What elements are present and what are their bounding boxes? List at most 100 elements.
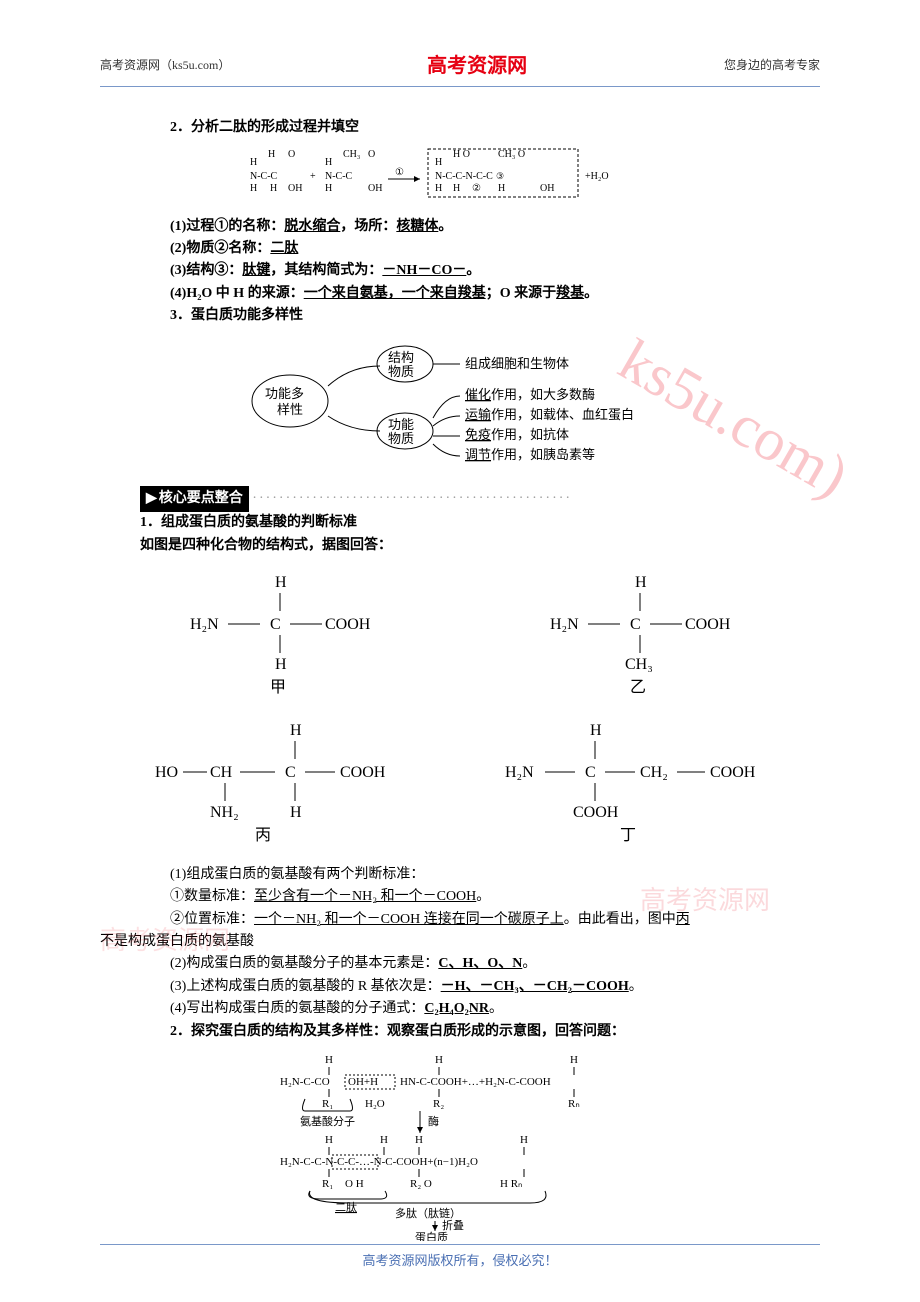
q2-ans1: 二肽 bbox=[270, 241, 298, 256]
core-section-header: 核心要点整合 ·································… bbox=[140, 486, 820, 512]
svg-text:N-C-C-N-C-C: N-C-C-N-C-C bbox=[435, 171, 493, 182]
p1b-mid: 。由此看出，图中 bbox=[564, 912, 676, 927]
q4-ans1: 一个来自氨基，一个来自羧基 bbox=[304, 286, 486, 301]
svg-text:H: H bbox=[415, 1134, 423, 1146]
svg-text:H: H bbox=[498, 183, 505, 194]
core-intro: 如图是四种化合物的结构式，据图回答： bbox=[140, 535, 820, 557]
svg-text:H₂N-C-C-N-C-C-…-N-C-COOH+(n−1): H₂N-C-C-N-C-C-…-N-C-COOH+(n−1)H₂O bbox=[280, 1156, 478, 1168]
svg-text:CH₃: CH₃ bbox=[343, 149, 360, 160]
svg-text:COOH: COOH bbox=[685, 616, 731, 633]
sec2-q3: (3)结构③：肽键，其结构简式为：－NH－CO－。 bbox=[170, 260, 820, 282]
header-center-brand: 高考资源网 bbox=[427, 50, 527, 82]
svg-text:CH: CH bbox=[210, 764, 233, 781]
q1-ans1: 脱水缩合 bbox=[284, 219, 340, 234]
svg-text:OH: OH bbox=[288, 183, 302, 194]
p4-u: C₂H₄O₂NR bbox=[424, 1001, 489, 1016]
svg-text:H: H bbox=[435, 157, 442, 168]
svg-text:物质: 物质 bbox=[388, 431, 414, 446]
svg-text:C: C bbox=[285, 764, 296, 781]
svg-text:+H₂O: +H₂O bbox=[585, 171, 609, 182]
struct-jia: H H₂N C COOH H 甲 bbox=[170, 567, 390, 705]
svg-text:H: H bbox=[275, 574, 287, 591]
sec2-title: 2．分析二肽的形成过程并填空 bbox=[170, 117, 820, 139]
svg-text:CH₃ O: CH₃ O bbox=[498, 149, 525, 160]
svg-text:H₂N: H₂N bbox=[550, 616, 579, 633]
svg-text:N-C-C: N-C-C bbox=[325, 171, 353, 182]
core-p3: (3)上述构成蛋白质的氨基酸的 R 基依次是：－H、－CH₃、－CH₂－COOH… bbox=[170, 976, 820, 998]
svg-text:H: H bbox=[250, 183, 257, 194]
p1b-u2: 丙 bbox=[676, 912, 690, 927]
svg-text:C: C bbox=[630, 616, 641, 633]
q3-ans2: －NH－CO－ bbox=[382, 263, 466, 278]
svg-text:H: H bbox=[325, 1054, 333, 1066]
svg-text:酶: 酶 bbox=[428, 1115, 439, 1128]
svg-text:O H: O H bbox=[345, 1178, 364, 1190]
p1b-pre: ②位置标准： bbox=[170, 912, 254, 927]
svg-text:COOH: COOH bbox=[340, 764, 386, 781]
svg-text:H: H bbox=[270, 183, 277, 194]
header-right: 您身边的高考专家 bbox=[724, 56, 820, 75]
core-p1a: ①数量标准：至少含有一个－NH₂ 和一个－COOH。 bbox=[170, 886, 820, 908]
svg-text:OH+H: OH+H bbox=[348, 1076, 378, 1088]
q4-ans2: 羧基 bbox=[556, 286, 584, 301]
svg-text:COOH: COOH bbox=[325, 616, 371, 633]
header-rule bbox=[100, 86, 820, 87]
svg-text:二肽: 二肽 bbox=[335, 1200, 357, 1214]
core-p4: (4)写出构成蛋白质的氨基酸的分子通式：C₂H₄O₂NR。 bbox=[170, 998, 820, 1020]
svg-text:折叠: 折叠 bbox=[442, 1218, 464, 1232]
footer-rule bbox=[100, 1244, 820, 1245]
p3-end: 。 bbox=[629, 979, 643, 994]
svg-text:H₂N: H₂N bbox=[190, 616, 219, 633]
sec2-q2: (2)物质②名称：二肽 bbox=[170, 238, 820, 260]
tree-struct-eg: 组成细胞和生物体 bbox=[465, 356, 569, 371]
sec3-title: 3．蛋白质功能多样性 bbox=[170, 305, 820, 327]
svg-text:丁: 丁 bbox=[620, 827, 636, 844]
svg-text:R₂: R₂ bbox=[433, 1098, 444, 1110]
svg-text:H: H bbox=[590, 722, 602, 739]
svg-text:CH₂: CH₂ bbox=[640, 764, 668, 781]
function-tree-svg: 功能多 样性 结构物质 组成细胞和生物体 功能物质 催化作用，如大多数酶 运输作… bbox=[230, 336, 690, 466]
svg-text:R₂ O: R₂ O bbox=[410, 1178, 432, 1190]
svg-text:H: H bbox=[290, 722, 302, 739]
svg-text:C: C bbox=[270, 616, 281, 633]
svg-text:运输作用，如载体、血红蛋白: 运输作用，如载体、血红蛋白 bbox=[465, 407, 634, 422]
q4-end: 。 bbox=[584, 286, 598, 301]
protein-formation-svg: H H H H₂N-C-CO OH+H HN-C-COOH+…+H₂N-C-COOH… bbox=[250, 1051, 670, 1241]
struct-bing: H HO CH C COOH NH₂H 丙 bbox=[145, 715, 405, 853]
struct-row-1: H H₂N C COOH H 甲 H H₂N bbox=[100, 567, 820, 705]
dotline: ········································… bbox=[252, 491, 572, 506]
content-body: 2．分析二肽的形成过程并填空 H H O N-C-C H H OH + H CH₃ O … bbox=[100, 117, 820, 1249]
q4-pre: (4)H₂O 中 H 的来源： bbox=[170, 286, 304, 301]
p1a-u: 至少含有一个－NH₂ 和一个－COOH bbox=[254, 889, 476, 904]
struct-row-2: H HO CH C COOH NH₂H 丙 H bbox=[100, 715, 820, 853]
svg-text:H: H bbox=[635, 574, 647, 591]
q3-mid: ，其结构简式为： bbox=[270, 263, 382, 278]
p2-u: C、H、O、N bbox=[438, 956, 522, 971]
svg-text:NH₂: NH₂ bbox=[210, 804, 239, 821]
svg-text:HN-C-COOH+…+H₂N-C-COOH: HN-C-COOH+…+H₂N-C-COOH bbox=[400, 1076, 551, 1088]
svg-text:H₂N-C-CO: H₂N-C-CO bbox=[280, 1076, 330, 1088]
svg-text:②: ② bbox=[472, 183, 481, 194]
function-tree-diagram: 功能多 样性 结构物质 组成细胞和生物体 功能物质 催化作用，如大多数酶 运输作… bbox=[100, 336, 820, 474]
dipeptide-formula-diagram: H HO N-C-C HHOH + H CH₃O N-C-C HOH ① H H… bbox=[100, 145, 820, 207]
svg-text:①: ① bbox=[395, 167, 404, 178]
svg-text:H₂N: H₂N bbox=[505, 764, 534, 781]
p1a-end: 。 bbox=[476, 889, 490, 904]
p3-u: －H、－CH₃、－CH₂－COOH bbox=[441, 979, 629, 994]
p1a-pre: ①数量标准： bbox=[170, 889, 254, 904]
core-h1: 1．组成蛋白质的氨基酸的判断标准 bbox=[140, 512, 820, 534]
svg-text:H: H bbox=[380, 1134, 388, 1146]
svg-text:H₂O: H₂O bbox=[365, 1098, 385, 1110]
svg-text:H: H bbox=[290, 804, 302, 821]
svg-text:+: + bbox=[310, 171, 316, 182]
svg-text:H: H bbox=[435, 183, 442, 194]
svg-text:氨基酸分子: 氨基酸分子 bbox=[300, 1114, 355, 1128]
q3-pre: (3)结构③： bbox=[170, 263, 242, 278]
svg-text:物质: 物质 bbox=[388, 364, 414, 379]
section-flag: 核心要点整合 bbox=[140, 486, 249, 512]
svg-text:H: H bbox=[325, 157, 332, 168]
svg-text:甲: 甲 bbox=[270, 679, 286, 696]
svg-text:H O: H O bbox=[453, 149, 470, 160]
svg-text:O: O bbox=[288, 149, 295, 160]
p2-end: 。 bbox=[522, 956, 536, 971]
